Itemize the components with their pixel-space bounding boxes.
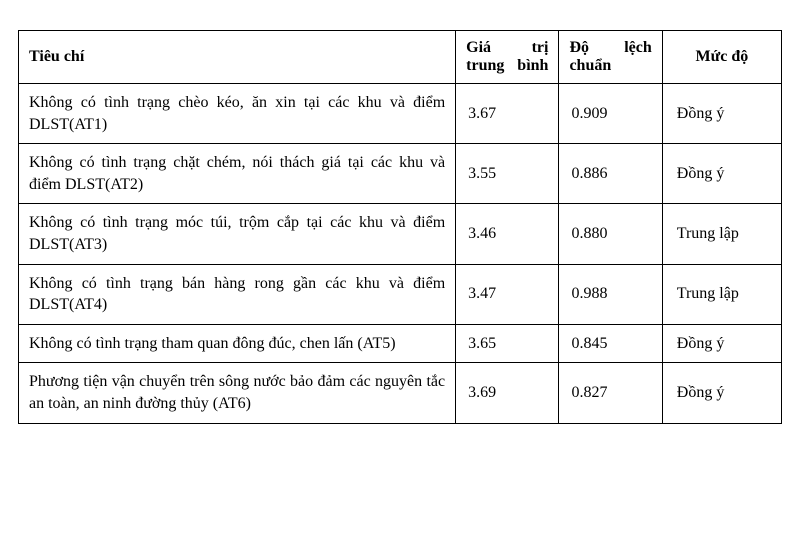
cell-level: Đồng ý xyxy=(662,324,781,363)
cell-criteria: Không có tình trạng bán hàng rong gần cá… xyxy=(19,264,456,324)
header-criteria: Tiêu chí xyxy=(19,31,456,84)
header-mean-word1: Giá xyxy=(466,39,491,57)
header-mean-word2: trị xyxy=(532,39,549,57)
table-row: Không có tình trạng móc túi, trộm cắp tạ… xyxy=(19,204,782,264)
header-sd-line1: Độ lệch xyxy=(569,39,651,57)
cell-criteria: Không có tình trạng tham quan đông đúc, … xyxy=(19,324,456,363)
table-row: Phương tiện vận chuyển trên sông nước bả… xyxy=(19,363,782,423)
table-row: Không có tình trạng chặt chém, nói thách… xyxy=(19,144,782,204)
cell-sd: 0.880 xyxy=(559,204,662,264)
header-sd: Độ lệch chuẩn xyxy=(559,31,662,84)
cell-sd: 0.988 xyxy=(559,264,662,324)
cell-sd: 0.845 xyxy=(559,324,662,363)
data-table: Tiêu chí Giá trị trung bình Độ lệch chuẩ… xyxy=(18,30,782,424)
cell-level: Trung lập xyxy=(662,204,781,264)
table-header: Tiêu chí Giá trị trung bình Độ lệch chuẩ… xyxy=(19,31,782,84)
cell-level: Đồng ý xyxy=(662,363,781,423)
cell-mean: 3.65 xyxy=(456,324,559,363)
cell-level: Trung lập xyxy=(662,264,781,324)
cell-criteria: Không có tình trạng chặt chém, nói thách… xyxy=(19,144,456,204)
cell-criteria: Không có tình trạng chèo kéo, ăn xin tại… xyxy=(19,84,456,144)
cell-sd: 0.909 xyxy=(559,84,662,144)
cell-level: Đồng ý xyxy=(662,84,781,144)
header-sd-line2: chuẩn xyxy=(569,57,651,75)
cell-sd: 0.886 xyxy=(559,144,662,204)
cell-level: Đồng ý xyxy=(662,144,781,204)
table-row: Không có tình trạng chèo kéo, ăn xin tại… xyxy=(19,84,782,144)
cell-mean: 3.67 xyxy=(456,84,559,144)
cell-mean: 3.47 xyxy=(456,264,559,324)
cell-mean: 3.69 xyxy=(456,363,559,423)
cell-mean: 3.46 xyxy=(456,204,559,264)
header-mean: Giá trị trung bình xyxy=(456,31,559,84)
table-header-row: Tiêu chí Giá trị trung bình Độ lệch chuẩ… xyxy=(19,31,782,84)
table-row: Không có tình trạng bán hàng rong gần cá… xyxy=(19,264,782,324)
cell-mean: 3.55 xyxy=(456,144,559,204)
table-body: Không có tình trạng chèo kéo, ăn xin tại… xyxy=(19,84,782,424)
header-sd-word2: lệch xyxy=(624,39,652,57)
table-row: Không có tình trạng tham quan đông đúc, … xyxy=(19,324,782,363)
header-sd-word1: Độ xyxy=(569,39,589,57)
header-mean-line2: trung bình xyxy=(466,57,548,75)
cell-sd: 0.827 xyxy=(559,363,662,423)
header-mean-line1: Giá trị xyxy=(466,39,548,57)
cell-criteria: Không có tình trạng móc túi, trộm cắp tạ… xyxy=(19,204,456,264)
cell-criteria: Phương tiện vận chuyển trên sông nước bả… xyxy=(19,363,456,423)
header-level: Mức độ xyxy=(662,31,781,84)
